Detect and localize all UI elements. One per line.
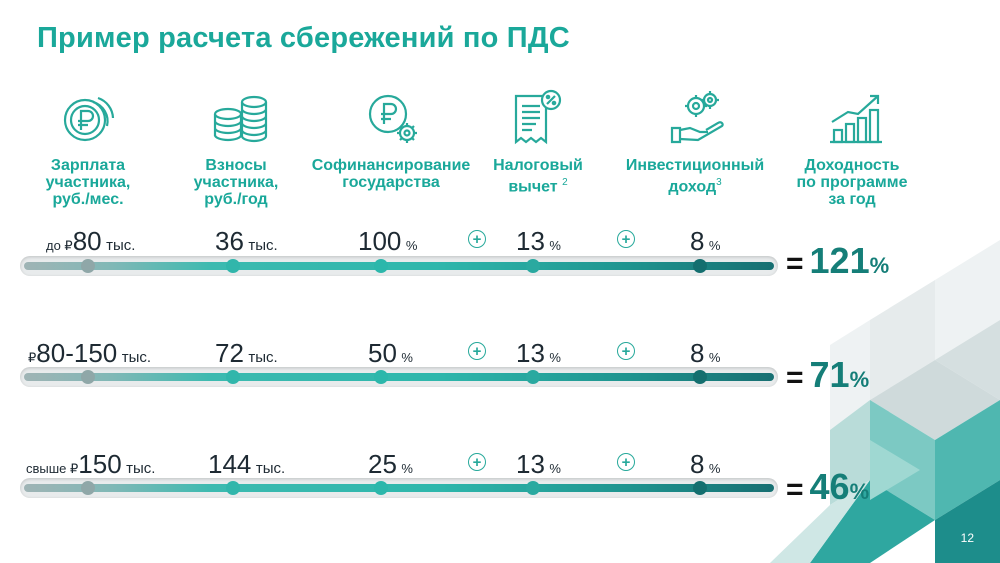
investment-income-value: 8 %: [690, 338, 721, 368]
progress-fill: [24, 484, 774, 492]
cofinancing-value: 100 %: [358, 226, 418, 256]
investment-income-value: 8 %: [690, 449, 721, 479]
cofinancing-value: 50 %: [368, 338, 413, 368]
plus-icon: +: [617, 230, 635, 248]
cofinancing-value: 25 %: [368, 449, 413, 479]
salary-value: до ₽80 тыс.: [46, 226, 136, 256]
column-header-tax-deduction: Налоговый вычет 2: [493, 157, 583, 196]
progress-track: [20, 478, 778, 498]
contribution-value: 72 тыс.: [215, 338, 278, 368]
coin-stack-icon: [210, 88, 270, 148]
cofinancing-marker: [374, 370, 388, 384]
coins-ruble-icon: [58, 88, 118, 148]
salary-marker: [81, 481, 95, 495]
yield-result: = 71%: [786, 354, 870, 395]
cofinancing-marker: [374, 481, 388, 495]
progress-fill: [24, 262, 774, 270]
hand-gears-icon: [668, 88, 728, 148]
salary-value: свыше ₽150 тыс.: [26, 449, 156, 479]
column-header-contributions: Взносы участника, руб./год: [193, 157, 279, 208]
contribution-marker: [226, 259, 240, 273]
plus-icon: +: [617, 342, 635, 360]
plus-icon: +: [617, 453, 635, 471]
contribution-marker: [226, 481, 240, 495]
column-header-investment-income: Инвестиционный доход3: [625, 157, 765, 196]
column-header-salary: Зарплата участника, руб./мес.: [45, 157, 131, 208]
growth-chart-icon: [826, 88, 886, 148]
tax-deduction-value: 13 %: [516, 449, 561, 479]
plus-icon: +: [468, 230, 486, 248]
salary-value: ₽80-150 тыс.: [28, 338, 152, 368]
investment-marker: [693, 259, 707, 273]
progress-fill: [24, 373, 774, 381]
tax-marker: [526, 259, 540, 273]
tax-document-icon: [508, 88, 568, 148]
plus-icon: +: [468, 453, 486, 471]
yield-result: = 121%: [786, 240, 890, 281]
contribution-value: 36 тыс.: [215, 226, 278, 256]
column-header-yield: Доходность по программе за год: [796, 157, 908, 208]
plus-icon: +: [468, 342, 486, 360]
page-number: 12: [960, 531, 974, 545]
progress-track: [20, 367, 778, 387]
tax-deduction-value: 13 %: [516, 226, 561, 256]
progress-track: [20, 256, 778, 276]
contribution-value: 144 тыс.: [208, 449, 286, 479]
cofinancing-marker: [374, 259, 388, 273]
tax-marker: [526, 481, 540, 495]
tax-marker: [526, 370, 540, 384]
yield-result: = 46%: [786, 466, 870, 507]
page-title: Пример расчета сбережений по ПДС: [37, 22, 570, 54]
tax-deduction-value: 13 %: [516, 338, 561, 368]
investment-marker: [693, 370, 707, 384]
contribution-marker: [226, 370, 240, 384]
salary-marker: [81, 370, 95, 384]
salary-marker: [81, 259, 95, 273]
investment-marker: [693, 481, 707, 495]
column-header-cofinancing: Софинансирование государства: [311, 157, 471, 191]
investment-income-value: 8 %: [690, 226, 721, 256]
ruble-gear-icon: [362, 88, 422, 148]
